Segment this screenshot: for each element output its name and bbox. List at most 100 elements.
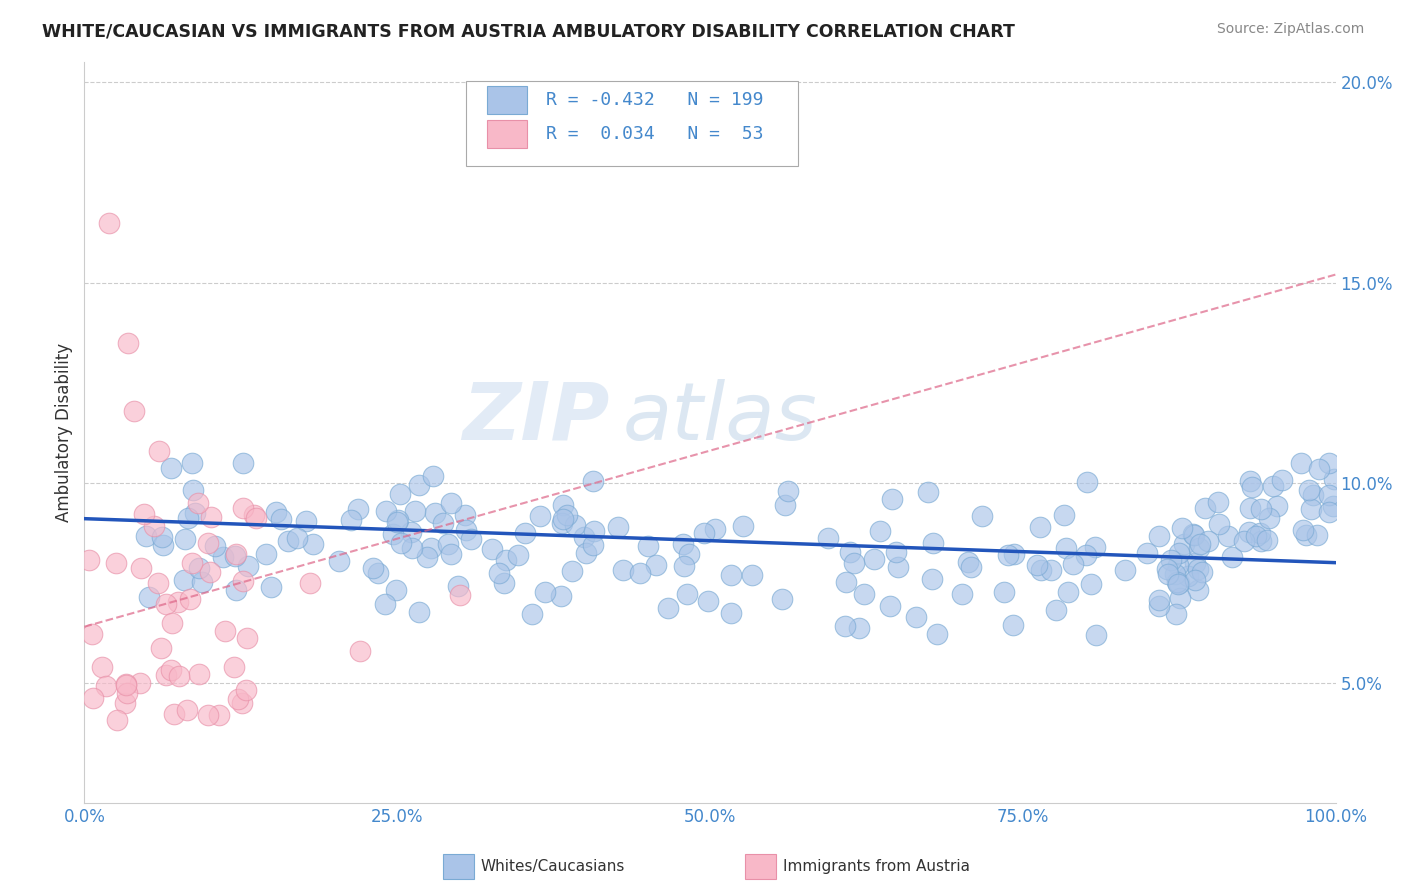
Text: ZIP: ZIP (463, 379, 610, 457)
Point (225, 583, 247, 598)
Text: R = -0.432   N = 199: R = -0.432 N = 199 (546, 91, 763, 109)
Point (231, 696, 253, 710)
Point (115, 677, 138, 691)
Point (1074, 548, 1097, 562)
Point (180, 456, 202, 470)
Point (1170, 521, 1192, 535)
Point (142, 519, 165, 533)
Point (1164, 566, 1187, 581)
Point (1156, 562, 1178, 576)
Text: Immigrants from Austria: Immigrants from Austria (783, 859, 970, 873)
Point (150, 530, 173, 544)
Point (1182, 528, 1205, 542)
Point (1002, 547, 1025, 561)
Point (104, 556, 127, 570)
Point (1317, 456, 1340, 470)
Point (495, 553, 517, 567)
Point (960, 559, 983, 574)
Point (572, 530, 595, 544)
Point (1056, 585, 1078, 599)
Point (696, 594, 718, 608)
Point (294, 514, 316, 528)
Point (1239, 474, 1261, 488)
Point (245, 511, 267, 525)
Point (232, 456, 254, 470)
Point (82, 627, 104, 641)
Point (1147, 593, 1170, 607)
Point (419, 541, 441, 555)
Point (129, 675, 152, 690)
Point (254, 547, 277, 561)
Point (96, 679, 118, 693)
Point (835, 574, 858, 589)
Point (77, 553, 100, 567)
Point (1208, 516, 1230, 531)
Point (212, 550, 235, 565)
Point (160, 615, 183, 630)
Point (340, 513, 363, 527)
Text: Whites/Caucasians: Whites/Caucasians (481, 859, 626, 873)
Point (628, 566, 651, 580)
Point (374, 598, 396, 612)
Point (367, 566, 389, 580)
Point (1167, 558, 1189, 573)
Point (972, 508, 994, 523)
Point (222, 659, 245, 673)
Point (385, 515, 408, 529)
Point (1182, 526, 1205, 541)
Point (191, 574, 214, 589)
Point (852, 586, 875, 600)
Point (925, 627, 948, 641)
Point (375, 503, 398, 517)
Point (264, 505, 287, 519)
Point (188, 560, 211, 574)
Point (298, 575, 321, 590)
Point (672, 537, 695, 551)
Point (957, 555, 980, 569)
Point (328, 554, 350, 568)
Point (1317, 488, 1340, 502)
Point (361, 561, 384, 575)
Point (879, 599, 901, 613)
Point (277, 534, 299, 549)
Point (1188, 536, 1211, 550)
Point (381, 526, 404, 541)
Point (776, 483, 799, 498)
Point (115, 686, 138, 700)
Point (242, 508, 264, 523)
Point (388, 487, 411, 501)
Point (657, 601, 679, 615)
Point (181, 556, 204, 570)
Point (449, 588, 471, 602)
Point (226, 692, 249, 706)
Point (733, 519, 755, 533)
Point (1298, 483, 1320, 498)
Point (1187, 541, 1209, 556)
Point (993, 585, 1015, 599)
Point (1216, 529, 1239, 543)
Point (176, 703, 198, 717)
Point (869, 524, 891, 538)
Point (1319, 505, 1341, 519)
Point (1299, 502, 1322, 516)
Point (115, 677, 138, 691)
Point (1257, 511, 1279, 525)
Point (880, 492, 903, 507)
Point (1197, 533, 1219, 548)
Point (225, 548, 247, 562)
Point (506, 549, 529, 563)
Text: R =  0.034   N =  53: R = 0.034 N = 53 (546, 126, 763, 144)
Point (177, 511, 200, 525)
Point (838, 544, 860, 558)
Text: atlas: atlas (623, 379, 817, 457)
Point (415, 549, 437, 564)
Point (842, 557, 865, 571)
Point (285, 531, 308, 545)
Point (834, 619, 856, 633)
Point (387, 513, 409, 527)
Point (1147, 529, 1170, 543)
Point (347, 502, 370, 516)
Point (950, 587, 973, 601)
Point (1256, 533, 1278, 548)
Point (550, 590, 572, 604)
